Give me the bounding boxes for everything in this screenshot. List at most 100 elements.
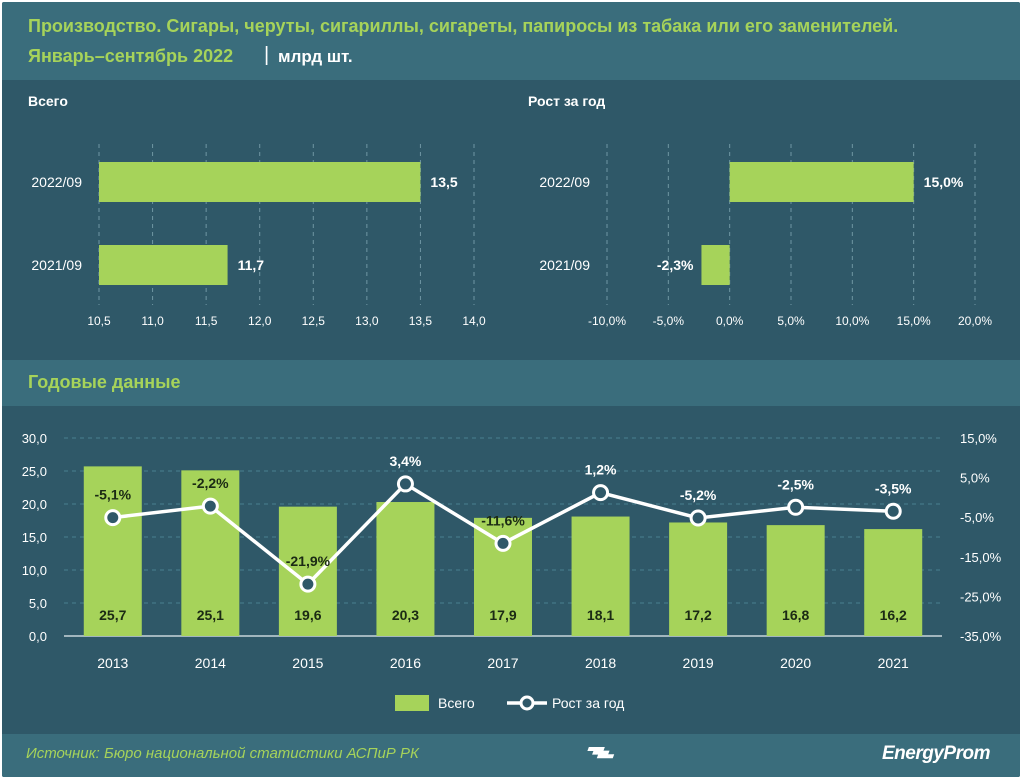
bar [766, 525, 825, 636]
line-value-label: -5,1% [94, 487, 131, 503]
bar-value-label: 18,1 [587, 607, 614, 623]
bar [701, 245, 730, 285]
line-value-label: -21,9% [286, 553, 331, 569]
x-tick-label: 2016 [390, 655, 421, 671]
x-tick-label: 2021 [878, 655, 909, 671]
panel-title-0: Всего [28, 93, 68, 109]
bar [83, 466, 142, 636]
line-point [494, 534, 512, 552]
line-value-label: -11,6% [481, 512, 525, 528]
line-point [104, 509, 122, 527]
line-value-label: 1,2% [585, 462, 617, 478]
x-tick-label: 2018 [585, 655, 616, 671]
x-tick-label: 2019 [683, 655, 714, 671]
data-label: 11,7 [238, 257, 265, 273]
y-right-tick-label: -35,0% [960, 629, 1002, 644]
title-band [2, 2, 1020, 80]
source-note: Источник: Бюро национальной статистики А… [26, 745, 419, 762]
category-label: 2022/09 [539, 174, 590, 190]
x-tick-label: 5,0% [777, 314, 805, 328]
y-left-tick-label: 0,0 [29, 629, 47, 644]
line-value-label: -2,5% [777, 476, 814, 492]
y-left-tick-label: 5,0 [29, 596, 47, 611]
section-title: Годовые данные [28, 372, 181, 392]
x-tick-label: 13,0 [355, 314, 379, 328]
unit-separator: | [264, 44, 270, 66]
chart-subtitle-period: Январь–сентябрь 2022 [28, 46, 234, 66]
bar [669, 522, 728, 636]
bar-value-label: 17,9 [489, 607, 516, 623]
brand-logo-mark [592, 750, 610, 755]
line-point [787, 498, 805, 516]
x-tick-label: 13,5 [409, 314, 433, 328]
brand-logo-mark [596, 754, 615, 759]
line-point [689, 509, 707, 527]
category-label: 2021/09 [31, 257, 82, 273]
x-tick-label: 0,0% [716, 314, 744, 328]
line-point [396, 475, 414, 493]
bar-value-label: 25,1 [197, 607, 224, 623]
line-value-label: 3,4% [389, 453, 421, 469]
y-right-tick-label: -15,0% [960, 550, 1002, 565]
y-right-tick-label: 5,0% [960, 471, 990, 486]
legend-line-marker [519, 695, 535, 711]
category-label: 2022/09 [31, 174, 82, 190]
line-value-label: -2,2% [192, 475, 229, 491]
line-value-label: -3,5% [875, 480, 912, 496]
bar [729, 162, 914, 202]
legend-bar-label: Всего [438, 695, 475, 711]
bar [99, 162, 421, 202]
x-tick-label: 20,0% [958, 314, 992, 328]
category-label: 2021/09 [539, 257, 590, 273]
bar-value-label: 17,2 [684, 607, 711, 623]
x-tick-label: -5,0% [653, 314, 685, 328]
brand-logo: EnergyProm [882, 743, 990, 764]
x-tick-label: 12,0 [248, 314, 272, 328]
x-tick-label: 14,0 [462, 314, 486, 328]
section-band [2, 360, 1020, 406]
bar-value-label: 16,8 [782, 607, 809, 623]
line-point [592, 484, 610, 502]
x-tick-label: 2017 [487, 655, 518, 671]
bar [571, 516, 630, 636]
x-tick-label: 15,0% [897, 314, 931, 328]
y-left-tick-label: 25,0 [22, 464, 47, 479]
y-left-tick-label: 30,0 [22, 431, 47, 446]
bar-value-label: 16,2 [880, 607, 907, 623]
bar [278, 506, 337, 636]
x-tick-label: 2020 [780, 655, 811, 671]
footer-band [2, 734, 1020, 777]
line-value-label: -5,2% [680, 487, 717, 503]
bar-value-label: 25,7 [99, 607, 126, 623]
bar-value-label: 20,3 [392, 607, 419, 623]
x-tick-label: 2014 [195, 655, 226, 671]
x-tick-label: 10,0% [835, 314, 869, 328]
bar [864, 529, 923, 636]
chart-title: Производство. Сигары, черуты, сигариллы,… [28, 16, 899, 36]
bar [99, 245, 228, 285]
x-tick-label: 12,5 [302, 314, 326, 328]
x-tick-label: 11,0 [141, 314, 164, 328]
x-tick-label: 2015 [292, 655, 323, 671]
x-tick-label: -10,0% [588, 314, 626, 328]
y-right-tick-label: -25,0% [960, 589, 1002, 604]
x-tick-label: 11,5 [195, 314, 218, 328]
panel-title-1: Рост за год [528, 93, 605, 109]
line-point [884, 502, 902, 520]
line-point [299, 575, 317, 593]
data-label: -2,3% [657, 257, 694, 273]
x-tick-label: 2013 [97, 655, 128, 671]
unit-label: млрд шт. [278, 47, 353, 66]
x-tick-label: 10,5 [87, 314, 111, 328]
y-right-tick-label: 15,0% [960, 431, 997, 446]
line-point [201, 497, 219, 515]
y-left-tick-label: 15,0 [22, 530, 47, 545]
y-left-tick-label: 10,0 [22, 563, 47, 578]
data-label: 15,0% [924, 174, 964, 190]
data-label: 13,5 [430, 174, 457, 190]
y-right-tick-label: -5,0% [960, 510, 994, 525]
legend-bar-swatch [395, 695, 429, 711]
bar-value-label: 19,6 [294, 607, 321, 623]
y-left-tick-label: 20,0 [22, 497, 47, 512]
